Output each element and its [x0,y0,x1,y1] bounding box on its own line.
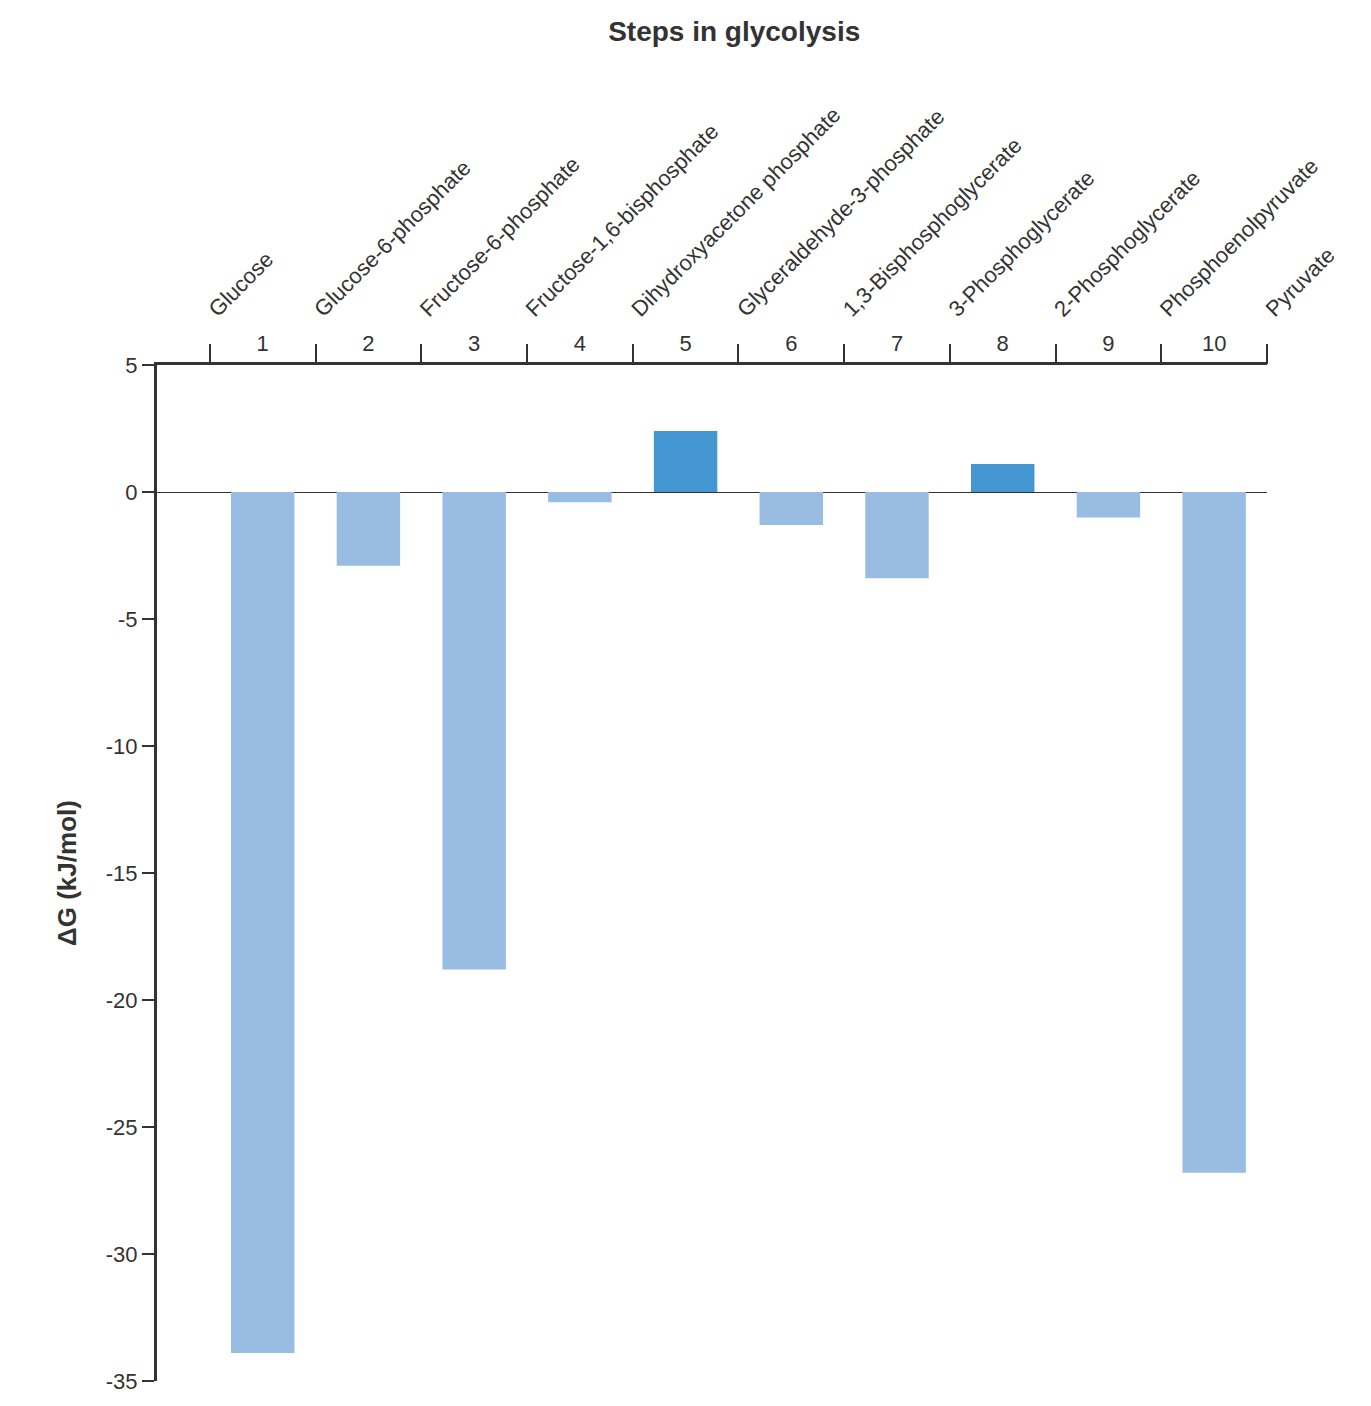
svg-text:-25: -25 [106,1115,138,1140]
svg-text:2: 2 [362,331,374,356]
svg-text:Phosphoenolpyruvate: Phosphoenolpyruvate [1155,153,1323,321]
svg-text:8: 8 [997,331,1009,356]
svg-text:0: 0 [125,480,137,505]
svg-text:Dihydroxyacetone phosphate: Dihydroxyacetone phosphate [626,102,845,321]
svg-text:7: 7 [891,331,903,356]
svg-text:Glucose-6-phosphate: Glucose-6-phosphate [309,155,475,321]
svg-text:Steps in glycolysis: Steps in glycolysis [608,16,860,47]
svg-text:Fructose-1,6-bisphosphate: Fructose-1,6-bisphosphate [521,119,724,322]
svg-text:ΔG (kJ/mol): ΔG (kJ/mol) [52,800,82,946]
svg-text:-10: -10 [106,734,138,759]
svg-text:3-Phosphoglycerate: 3-Phosphoglycerate [943,165,1099,321]
svg-text:9: 9 [1102,331,1114,356]
svg-text:4: 4 [574,331,586,356]
svg-text:1: 1 [257,331,269,356]
svg-text:6: 6 [785,331,797,356]
svg-text:3: 3 [468,331,480,356]
svg-text:-5: -5 [118,607,138,632]
svg-text:5: 5 [679,331,691,356]
svg-text:10: 10 [1202,331,1226,356]
svg-text:-20: -20 [106,988,138,1013]
svg-text:Fructose-6-phosphate: Fructose-6-phosphate [415,152,585,322]
svg-text:-15: -15 [106,861,138,886]
svg-text:Glucose: Glucose [203,247,278,322]
svg-text:Pyruvate: Pyruvate [1261,242,1340,321]
svg-text:5: 5 [125,353,137,378]
svg-text:1,3-Bisphosphoglycerate: 1,3-Bisphosphoglycerate [838,133,1027,322]
svg-text:-35: -35 [106,1369,138,1394]
svg-text:-30: -30 [106,1242,138,1267]
svg-text:Glyceraldehyde-3-phosphate: Glyceraldehyde-3-phosphate [732,104,949,321]
svg-text:2-Phosphoglycerate: 2-Phosphoglycerate [1049,165,1205,321]
